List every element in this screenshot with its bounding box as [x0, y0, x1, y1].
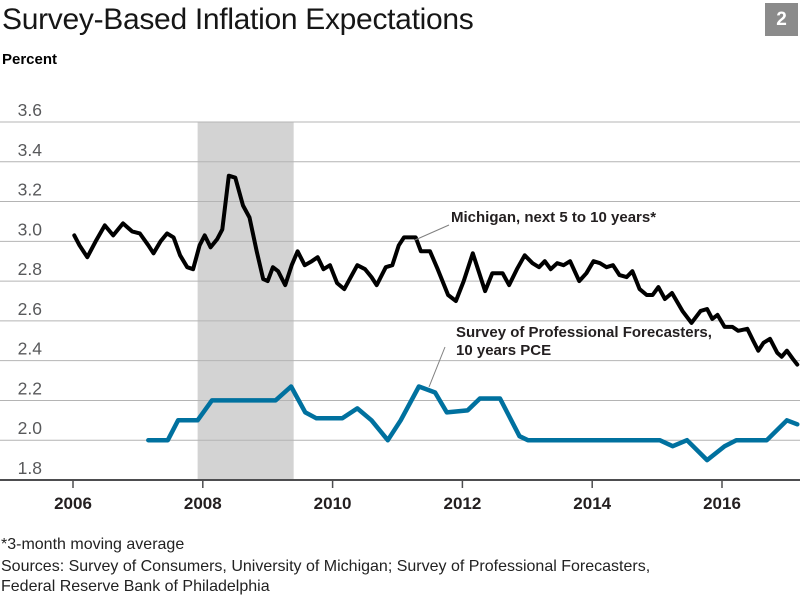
page-title: Survey-Based Inflation Expectations — [2, 3, 474, 36]
x-axis-tick-label: 2006 — [54, 494, 92, 513]
series-spf-line — [146, 384, 800, 463]
annotation-leader-line — [428, 346, 446, 388]
y-axis-tick-label: 1.8 — [18, 458, 42, 478]
annotation-spf-line1: Survey of Professional Forecasters, — [456, 324, 712, 341]
series-michigan-line — [72, 173, 800, 367]
source-line-1: Sources: Survey of Consumers, University… — [1, 558, 651, 575]
line-chart: 3.6 3.4 3.2 3.0 2.8 2.6 2.4 2.2 2.0 1.8 2006 2008 20… — [0, 100, 800, 513]
y-axis-tick-label: 3.0 — [18, 219, 43, 239]
y-axis-tick-label: 2.6 — [18, 299, 42, 319]
footnote: *3-month moving average — [1, 536, 185, 553]
annotation-michigan-label: Michigan, next 5 to 10 years* — [451, 209, 657, 226]
annotation-spf-line2: 10 years PCE — [456, 342, 552, 359]
x-axis-tick-label: 2016 — [703, 494, 741, 513]
y-axis-tick-label: 2.8 — [18, 259, 42, 279]
y-axis-title: Percent — [2, 51, 58, 68]
sources: Sources: Survey of Consumers, University… — [1, 557, 650, 597]
x-axis-tick-label: 2014 — [573, 494, 611, 513]
annotation-leader-line — [414, 224, 450, 241]
y-axis-tick-label: 2.2 — [18, 378, 42, 398]
y-axis-tick-label: 3.4 — [18, 140, 43, 160]
y-axis-tick-label: 3.6 — [18, 100, 42, 120]
x-axis-tick-label: 2008 — [184, 494, 222, 513]
slide-number-badge: 2 — [765, 3, 798, 36]
annotation-spf-label: Survey of Professional Forecasters, 10 y… — [456, 324, 712, 360]
x-axis-tick-label: 2010 — [314, 494, 352, 513]
y-axis-tick-label: 2.0 — [18, 418, 43, 438]
recession-band — [197, 122, 294, 480]
source-line-2: Federal Reserve Bank of Philadelphia — [1, 578, 270, 595]
y-axis-tick-label: 3.2 — [18, 180, 42, 200]
y-axis-tick-label: 2.4 — [18, 339, 43, 359]
x-axis-tick-label: 2012 — [443, 494, 481, 513]
